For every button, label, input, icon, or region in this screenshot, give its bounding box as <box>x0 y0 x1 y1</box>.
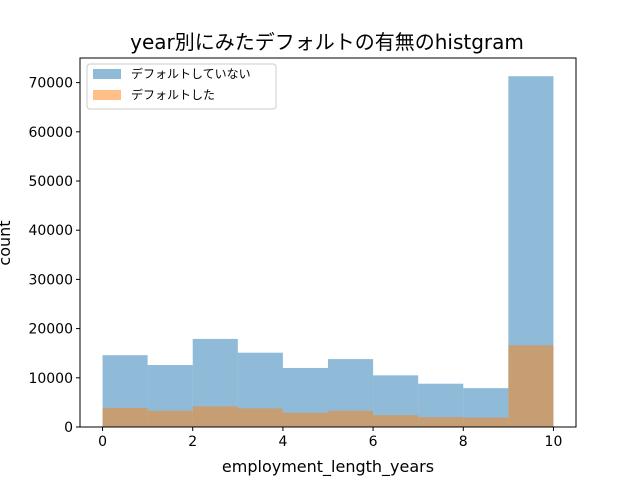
y-axis-label: count <box>0 220 14 265</box>
x-axis-label: employment_length_years <box>222 457 434 477</box>
bar-series-1-bin-4 <box>283 413 328 427</box>
y-tick-label: 30000 <box>28 272 73 288</box>
legend-label-series-1: デフォルトした <box>131 87 215 102</box>
y-tick-label: 70000 <box>28 76 73 92</box>
bar-series-1-bin-3 <box>238 408 283 427</box>
legend-swatch-series-1 <box>93 90 121 100</box>
bars-layer <box>103 76 554 427</box>
y-tick-label: 10000 <box>28 371 73 387</box>
x-tick-label: 4 <box>278 434 287 450</box>
bar-series-1-bin-6 <box>373 415 418 427</box>
y-tick-label: 60000 <box>28 125 73 141</box>
y-tick-label: 20000 <box>28 322 73 338</box>
bar-series-1-bin-9 <box>508 345 553 427</box>
legend: デフォルトしていない デフォルトした <box>87 64 276 109</box>
x-tick-label: 10 <box>545 434 563 450</box>
bar-series-1-bin-1 <box>148 411 193 427</box>
chart-title: year別にみたデフォルトの有無のhistgram <box>130 30 524 54</box>
bar-series-1-bin-5 <box>328 411 373 427</box>
bar-series-1-bin-8 <box>463 418 508 427</box>
x-tick-label: 6 <box>369 434 378 450</box>
x-tick-label: 0 <box>98 434 107 450</box>
x-tick-label: 8 <box>459 434 468 450</box>
y-tick-label: 0 <box>64 420 73 436</box>
x-tick-label: 2 <box>188 434 197 450</box>
y-tick-label: 40000 <box>28 223 73 239</box>
legend-label-series-0: デフォルトしていない <box>131 66 251 81</box>
x-axis-ticks: 0 2 4 6 8 10 <box>98 427 562 450</box>
y-axis-ticks: 0 10000 20000 30000 40000 50000 60000 70000 <box>28 76 80 436</box>
legend-swatch-series-0 <box>93 69 121 79</box>
bar-series-1-bin-0 <box>103 408 148 427</box>
bar-series-1-bin-7 <box>418 417 463 427</box>
bar-series-1-bin-2 <box>193 406 238 427</box>
y-tick-label: 50000 <box>28 174 73 190</box>
